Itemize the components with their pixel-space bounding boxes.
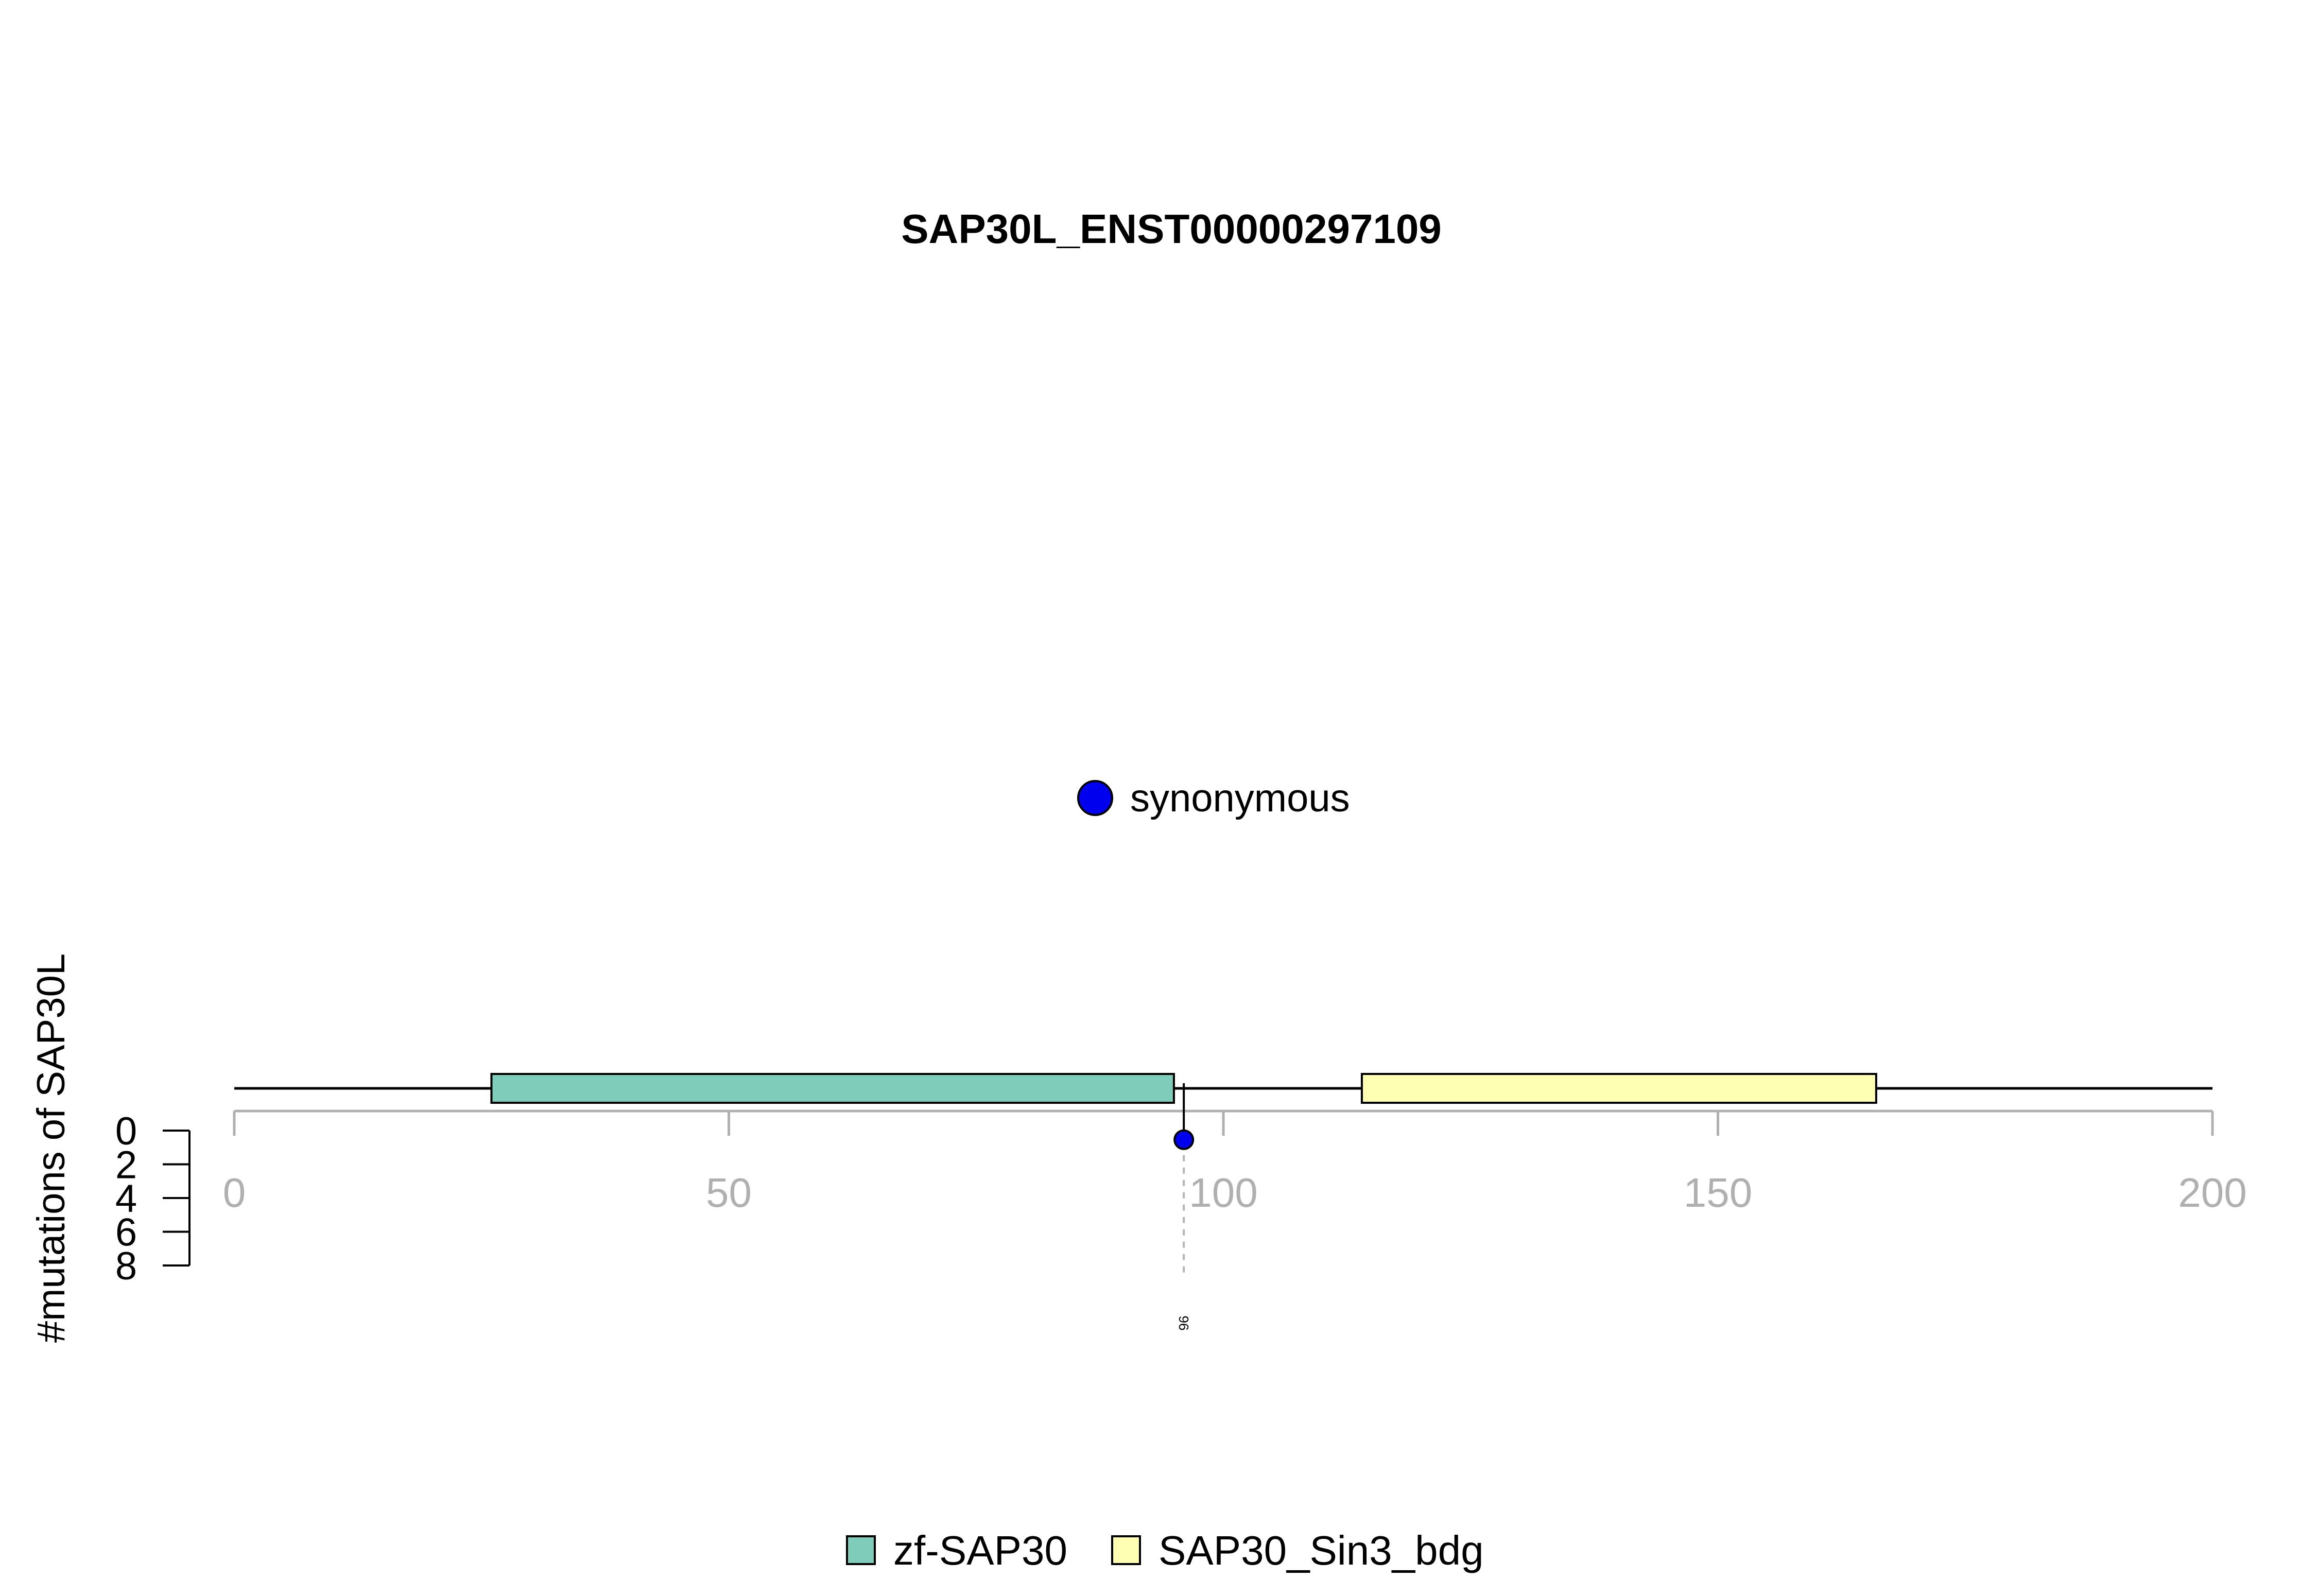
domain-layer [490, 1073, 1877, 1104]
y-tick-label-4: 4 [115, 1177, 137, 1221]
x-axis: 0 50 100 150 200 [223, 1109, 2247, 1216]
mutation-dot-96 [1173, 1129, 1195, 1150]
domain-SAP30_Sin3_bdg [1360, 1073, 1877, 1104]
x-tick-label-0: 0 [223, 1170, 246, 1216]
y-tick-label-8: 8 [115, 1244, 137, 1288]
domain-zf-SAP30 [490, 1073, 1175, 1104]
y-tick-label-2: 2 [115, 1143, 137, 1187]
y-tick-label-6: 6 [115, 1211, 137, 1255]
y-tick-label-0: 0 [115, 1109, 137, 1153]
mutation-layer: 96 [1173, 1083, 1195, 1331]
x-tick-label-50: 50 [706, 1170, 752, 1216]
chart-title: SAP30L_ENST00000297109 [901, 206, 1442, 252]
legend-swatch-zf-SAP30 [846, 1535, 876, 1565]
mutation-legend: synonymous [1077, 776, 1350, 820]
legend-swatch-SAP30_Sin3_bdg [1111, 1535, 1141, 1565]
legend-label-synonymous: synonymous [1130, 776, 1350, 820]
legend-synonymous-dot-icon [1077, 780, 1113, 816]
domain-legend: zf-SAP30 SAP30_Sin3_bdg [846, 1528, 1484, 1573]
x-tick-label-200: 200 [2178, 1170, 2246, 1216]
legend-label-zf-SAP30: zf-SAP30 [893, 1528, 1067, 1573]
x-tick-label-150: 150 [1684, 1170, 1752, 1216]
legend-label-SAP30_Sin3_bdg: SAP30_Sin3_bdg [1158, 1528, 1484, 1573]
x-tick-label-100: 100 [1189, 1170, 1257, 1216]
mutation-label-96: 96 [1176, 1316, 1191, 1331]
y-axis-label: #mutations of SAP30L [29, 953, 73, 1343]
